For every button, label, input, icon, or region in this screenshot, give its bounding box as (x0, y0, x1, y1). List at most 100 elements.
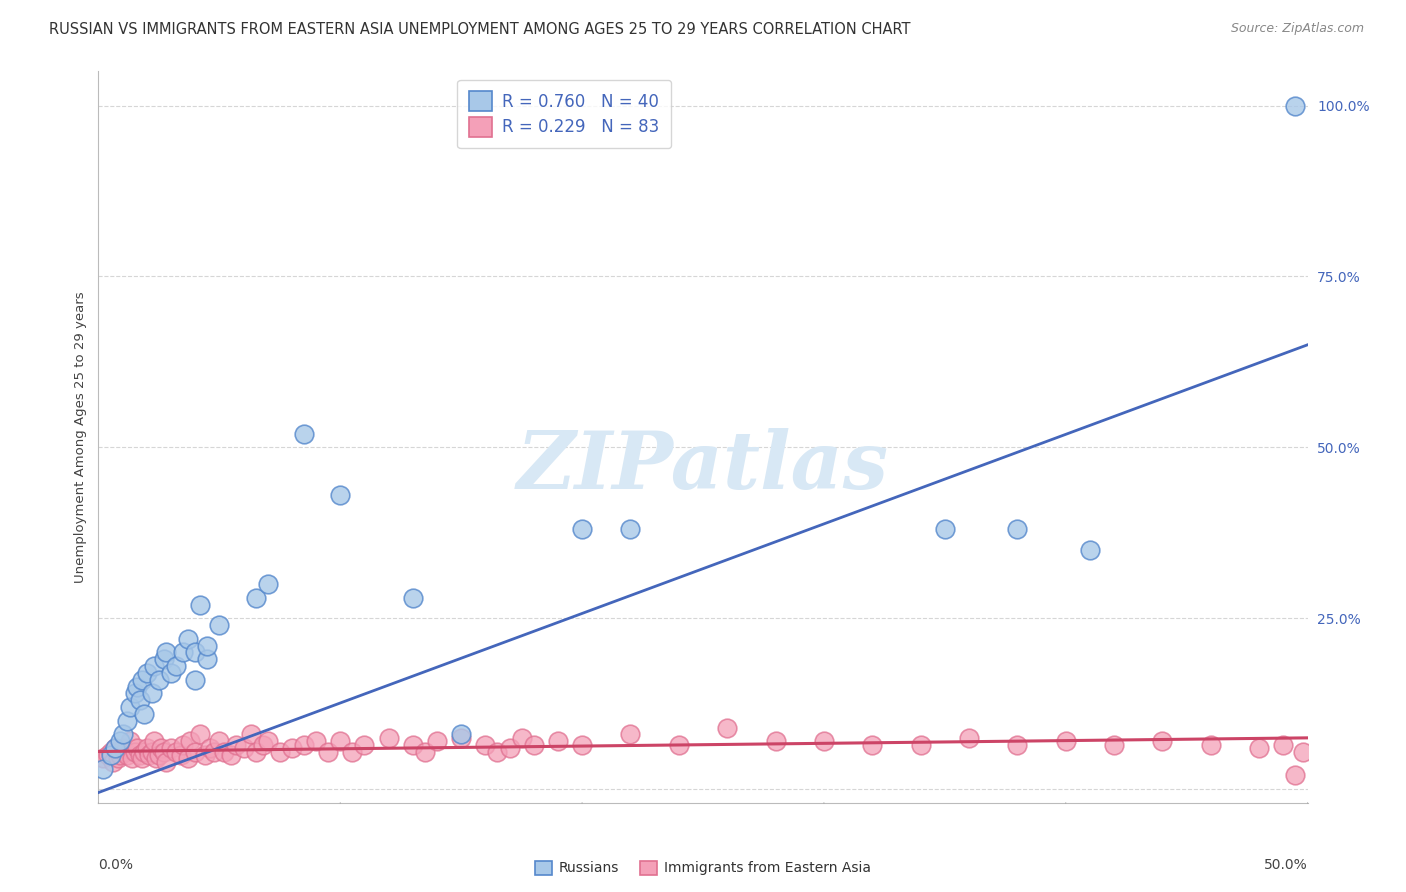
Point (208, 618, 231, 632)
Point (111, 727, 134, 741)
Point (450, 731, 472, 745)
Point (138, 747, 160, 762)
Point (131, 751, 153, 765)
Point (135, 741, 157, 756)
Point (957, 731, 980, 745)
Text: Source: ZipAtlas.com: Source: ZipAtlas.com (1230, 22, 1364, 36)
Point (131, 673, 153, 687)
Point (145, 751, 167, 765)
Point (1292, 745, 1315, 759)
Point (1152, 734, 1174, 748)
Point (204, 745, 226, 759)
Point (245, 591, 267, 605)
Point (765, 734, 787, 748)
Point (342, 745, 364, 759)
Point (184, 673, 207, 687)
Point (910, 738, 932, 752)
Point (208, 734, 231, 748)
Point (135, 665, 157, 680)
Point (148, 747, 170, 762)
Point (1078, 542, 1101, 557)
Point (450, 727, 472, 741)
Point (1102, 738, 1125, 752)
Point (1284, 768, 1306, 782)
Point (195, 652, 218, 666)
Point (668, 738, 690, 752)
Point (128, 747, 150, 762)
Point (329, 734, 352, 748)
Point (114, 745, 136, 759)
Point (101, 755, 124, 769)
Point (1007, 522, 1029, 536)
Point (353, 738, 375, 752)
Point (486, 745, 509, 759)
Point (165, 745, 187, 759)
Point (148, 673, 170, 687)
Point (165, 659, 187, 673)
Point (134, 745, 156, 759)
Point (232, 741, 254, 756)
Point (141, 686, 163, 700)
Text: ZIPatlas: ZIPatlas (517, 427, 889, 505)
Point (143, 734, 166, 748)
Point (118, 700, 141, 714)
Legend: Russians, Immigrants from Eastern Asia: Russians, Immigrants from Eastern Asia (529, 854, 877, 882)
Point (107, 751, 129, 765)
Point (510, 731, 533, 745)
Point (1249, 741, 1271, 756)
Text: 50.0%: 50.0% (1264, 858, 1308, 871)
Point (184, 745, 207, 759)
Point (141, 745, 163, 759)
Point (143, 659, 166, 673)
Point (121, 751, 143, 765)
Point (402, 738, 425, 752)
Point (155, 645, 177, 659)
Point (813, 734, 835, 748)
Point (194, 747, 217, 762)
Point (281, 741, 304, 756)
Point (198, 741, 221, 756)
Point (108, 747, 131, 762)
Point (316, 745, 339, 759)
Text: 0.0%: 0.0% (98, 858, 134, 871)
Point (169, 747, 191, 762)
Point (172, 738, 194, 752)
Point (498, 741, 520, 756)
Point (292, 426, 315, 441)
Point (188, 598, 211, 612)
Point (195, 639, 218, 653)
Point (523, 738, 546, 752)
Point (152, 745, 174, 759)
Point (179, 734, 201, 748)
Y-axis label: Unemployment Among Ages 25 to 29 years: Unemployment Among Ages 25 to 29 years (75, 292, 87, 582)
Point (184, 645, 207, 659)
Point (305, 734, 328, 748)
Point (292, 738, 315, 752)
Point (329, 488, 352, 502)
Point (100, 747, 122, 762)
Point (934, 522, 956, 536)
Point (177, 632, 200, 646)
Point (108, 734, 131, 748)
Point (152, 652, 174, 666)
Point (571, 738, 593, 752)
Point (619, 522, 641, 536)
Point (619, 727, 641, 741)
Point (117, 747, 139, 762)
Point (127, 741, 149, 756)
Point (212, 745, 235, 759)
Point (100, 745, 122, 759)
Point (716, 721, 738, 735)
Point (252, 738, 274, 752)
Point (474, 738, 496, 752)
Point (150, 741, 173, 756)
Point (172, 645, 194, 659)
Point (91, 751, 114, 765)
Point (426, 734, 449, 748)
Point (1199, 738, 1222, 752)
Point (377, 731, 399, 745)
Point (402, 591, 425, 605)
Point (1054, 734, 1077, 748)
Point (160, 665, 183, 680)
Point (413, 745, 436, 759)
